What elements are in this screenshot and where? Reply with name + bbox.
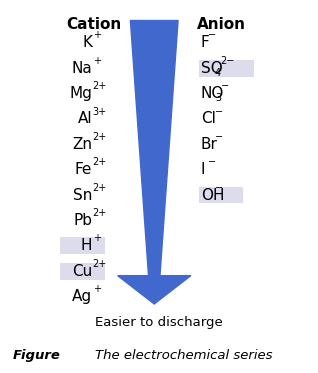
- Text: K: K: [82, 35, 92, 50]
- Text: −: −: [208, 157, 216, 167]
- Text: Ag: Ag: [72, 289, 92, 304]
- Text: 2−: 2−: [221, 56, 235, 66]
- Text: 2+: 2+: [93, 81, 107, 91]
- Text: H: H: [81, 238, 92, 253]
- Polygon shape: [118, 276, 191, 304]
- FancyBboxPatch shape: [199, 187, 243, 204]
- Text: OH: OH: [201, 188, 225, 203]
- Text: SO: SO: [201, 61, 223, 76]
- Text: 2+: 2+: [93, 132, 107, 142]
- Text: Easier to discharge: Easier to discharge: [95, 316, 223, 329]
- Text: −: −: [208, 31, 216, 40]
- Text: The electrochemical series: The electrochemical series: [95, 349, 273, 361]
- Text: −: −: [215, 107, 223, 116]
- FancyBboxPatch shape: [60, 238, 105, 254]
- FancyBboxPatch shape: [60, 263, 105, 280]
- Text: Mg: Mg: [69, 86, 92, 101]
- Text: Pb: Pb: [73, 213, 92, 228]
- Text: +: +: [93, 284, 100, 294]
- Text: Cu: Cu: [72, 264, 92, 279]
- Text: F: F: [201, 35, 210, 50]
- Text: 2+: 2+: [93, 208, 107, 218]
- Text: 2+: 2+: [93, 183, 107, 192]
- Text: Sn: Sn: [73, 188, 92, 203]
- Text: 2+: 2+: [93, 259, 107, 269]
- Polygon shape: [130, 21, 178, 276]
- Text: I: I: [201, 162, 205, 177]
- FancyBboxPatch shape: [199, 60, 254, 77]
- Text: +: +: [93, 56, 100, 66]
- Text: +: +: [93, 31, 100, 40]
- Text: +: +: [93, 233, 100, 243]
- Text: 3+: 3+: [93, 107, 107, 116]
- Text: 2+: 2+: [93, 157, 107, 167]
- Text: −: −: [215, 183, 223, 192]
- Text: Fe: Fe: [75, 162, 92, 177]
- Text: Na: Na: [72, 61, 92, 76]
- Text: Al: Al: [78, 112, 92, 126]
- Text: −: −: [215, 132, 223, 142]
- Text: −: −: [221, 81, 229, 91]
- Text: Zn: Zn: [72, 137, 92, 152]
- Text: Br: Br: [201, 137, 218, 152]
- Text: 3: 3: [215, 94, 221, 103]
- Text: Cl: Cl: [201, 112, 216, 126]
- Text: Figure: Figure: [13, 349, 61, 361]
- Text: 4: 4: [215, 68, 221, 78]
- Text: Cation: Cation: [66, 17, 121, 32]
- Text: NO: NO: [201, 86, 225, 101]
- Text: Anion: Anion: [197, 17, 245, 32]
